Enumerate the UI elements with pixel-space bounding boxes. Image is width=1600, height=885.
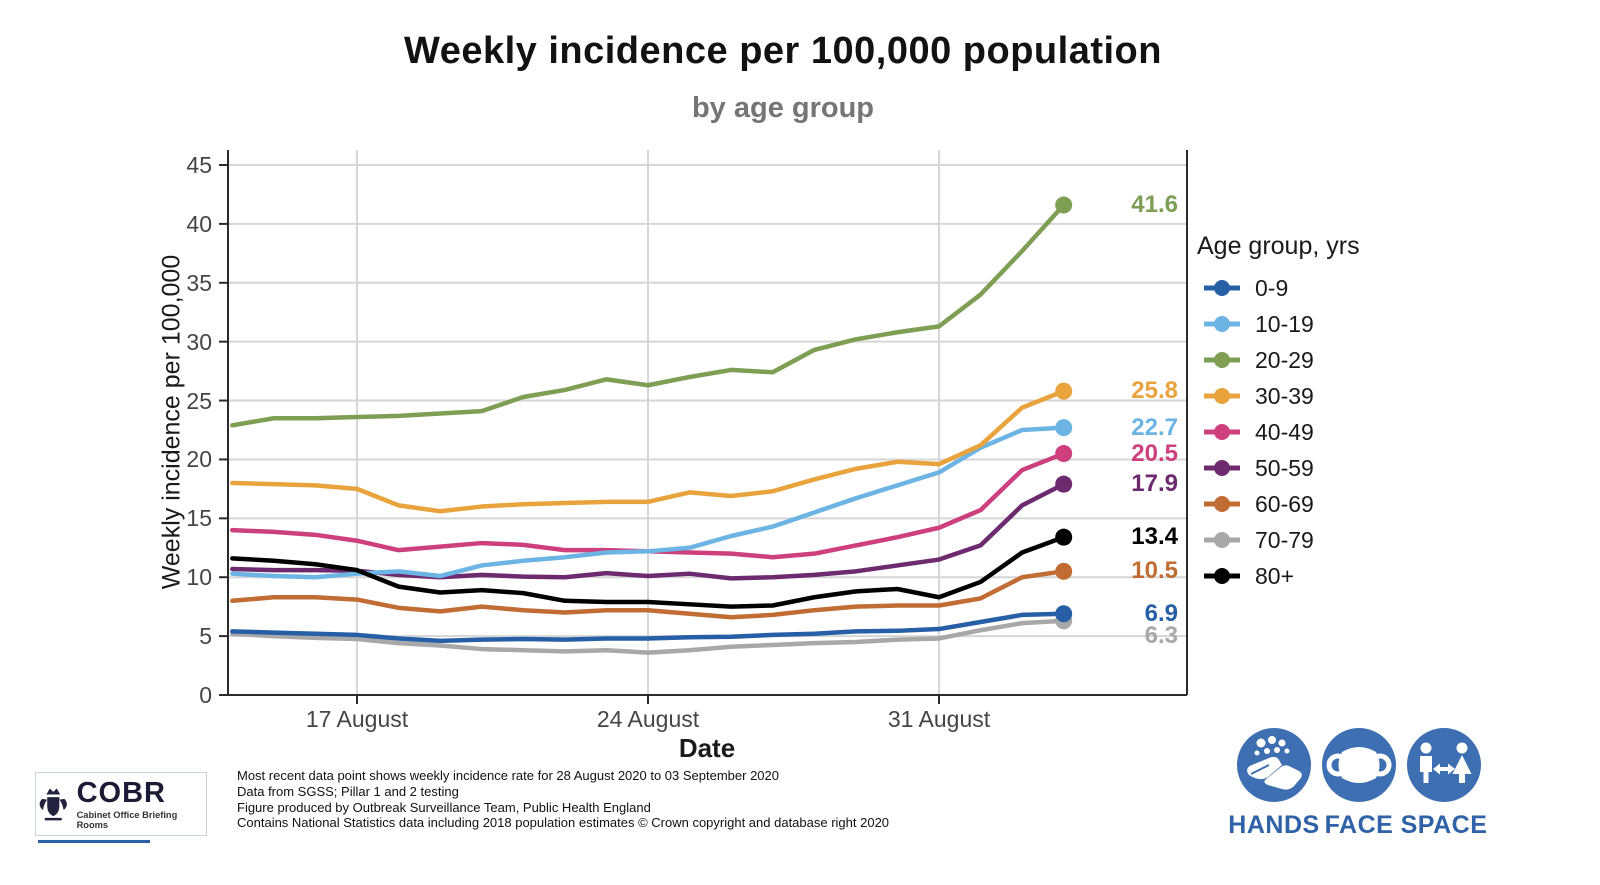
y-tick-label: 20 [186,446,212,473]
series-end-dot-20-29 [1055,196,1073,214]
series-line-30-39 [230,388,1066,514]
y-tick-label: 45 [186,152,212,178]
campaign-item-hands: HANDS [1219,728,1329,840]
series-end-dot-50-59 [1055,475,1073,493]
campaign-label-hands: HANDS [1228,811,1320,839]
legend-key-icon [1204,424,1240,440]
series-line-70-79 [230,618,1066,655]
y-tick-label: 5 [199,623,212,650]
series-value-label: 6.9 [1144,599,1178,627]
y-tick-label: 0 [199,682,212,708]
series-end-dot-80+ [1055,528,1073,546]
face-mask-icon [1322,728,1396,802]
social-distance-icon [1407,728,1481,802]
legend-row-10-19: 10-19 [1203,306,1314,342]
legend-row-40-49: 40-49 [1203,414,1314,450]
series-end-dot-40-49 [1055,445,1073,463]
y-tick-label: 10 [186,564,212,591]
legend-key-icon [1204,568,1240,584]
royal-crest-icon [39,788,67,821]
y-tick-label: 30 [186,328,212,355]
legend-label: 10-19 [1255,310,1314,337]
legend-row-60-69: 60-69 [1203,486,1314,522]
legend-key-icon [1204,460,1240,476]
page-title: Weekly incidence per 100,000 population [404,30,1162,72]
footer-line: Figure produced by Outbreak Surveillance… [237,799,651,815]
y-axis-title: Weekly incidence per 100,000 [157,254,186,590]
legend-row-30-39: 30-39 [1203,378,1314,414]
series-end-dot-10-19 [1055,419,1073,437]
page-subtitle: by age group [691,92,875,124]
series-value-label: 25.8 [1131,377,1178,405]
x-tick-label: 17 August [305,706,409,732]
series-end-dot-30-39 [1055,382,1073,400]
legend-row-20-29: 20-29 [1203,342,1314,378]
series-line-20-29 [230,202,1066,428]
footer-line: Data from SGSS; Pillar 1 and 2 testing [237,783,459,799]
logo-caption: Cabinet Office Briefing Rooms [76,809,178,830]
legend-key-icon [1204,280,1240,296]
series-value-label: 13.4 [1131,523,1178,551]
series-value-label: 41.6 [1131,191,1178,219]
legend-label: 20-29 [1255,346,1314,373]
x-axis-title: Date [678,733,736,763]
legend-row-80+: 80+ [1203,558,1314,594]
legend-label: 0-9 [1255,274,1289,301]
y-tick-label: 35 [186,269,212,296]
campaign-label-space: SPACE [1400,811,1488,839]
campaign-label-face: FACE [1324,811,1394,839]
legend-row-70-79: 70-79 [1203,522,1314,558]
series-value-label: 17.9 [1131,470,1178,498]
legend-key-icon [1204,352,1240,368]
y-tick-label: 40 [186,210,212,237]
legend-key-icon [1204,388,1240,404]
legend-key-icon [1204,532,1240,548]
x-tick-label: 31 August [887,706,991,732]
y-tick-label: 25 [186,387,212,414]
footer-line: Contains National Statistics data includ… [237,815,890,831]
legend-key-icon [1204,316,1240,332]
series-value-label: 6.3 [1144,621,1178,649]
series-line-60-69 [230,569,1066,620]
legend-row-50-59: 50-59 [1203,450,1314,486]
series-value-label: 10.5 [1131,557,1178,585]
logo-name: COBR [76,776,166,809]
series-end-dot-60-69 [1055,562,1073,580]
legend-label: 80+ [1255,562,1295,589]
campaign-icons: HANDS FACE SPACE [1228,728,1568,848]
series-end-dot-0-9 [1055,605,1073,623]
campaign-item-face: FACE [1304,728,1414,840]
series-line-10-19 [230,425,1066,580]
legend-row-0-9: 0-9 [1203,270,1314,306]
campaign-item-space: SPACE [1389,728,1499,840]
legend-key-icon [1204,496,1240,512]
y-tick-label: 15 [186,505,212,532]
series-line-0-9 [230,611,1066,644]
hands-washing-icon [1237,728,1311,802]
footer-notes: Most recent data point shows weekly inci… [237,768,889,831]
series-value-label: 20.5 [1131,439,1178,467]
legend-label: 60-69 [1255,490,1314,517]
legend-label: 40-49 [1255,418,1314,445]
cobr-logo: COBR Cabinet Office Briefing Rooms [35,772,207,836]
legend-items: 0-9 10-19 20-29 30-39 40-49 50-59 60-69 70-79 80… [1203,270,1314,594]
footer-line: Most recent data point shows weekly inci… [237,768,780,783]
legend-label: 30-39 [1255,382,1314,409]
series-line-80+ [230,534,1066,609]
legend-label: 50-59 [1255,454,1314,481]
series-value-label: 22.7 [1131,413,1178,441]
legend-label: 70-79 [1255,526,1314,553]
logo-underline [38,840,150,843]
x-tick-label: 24 August [596,706,700,732]
legend-title: Age group, yrs [1197,232,1360,260]
